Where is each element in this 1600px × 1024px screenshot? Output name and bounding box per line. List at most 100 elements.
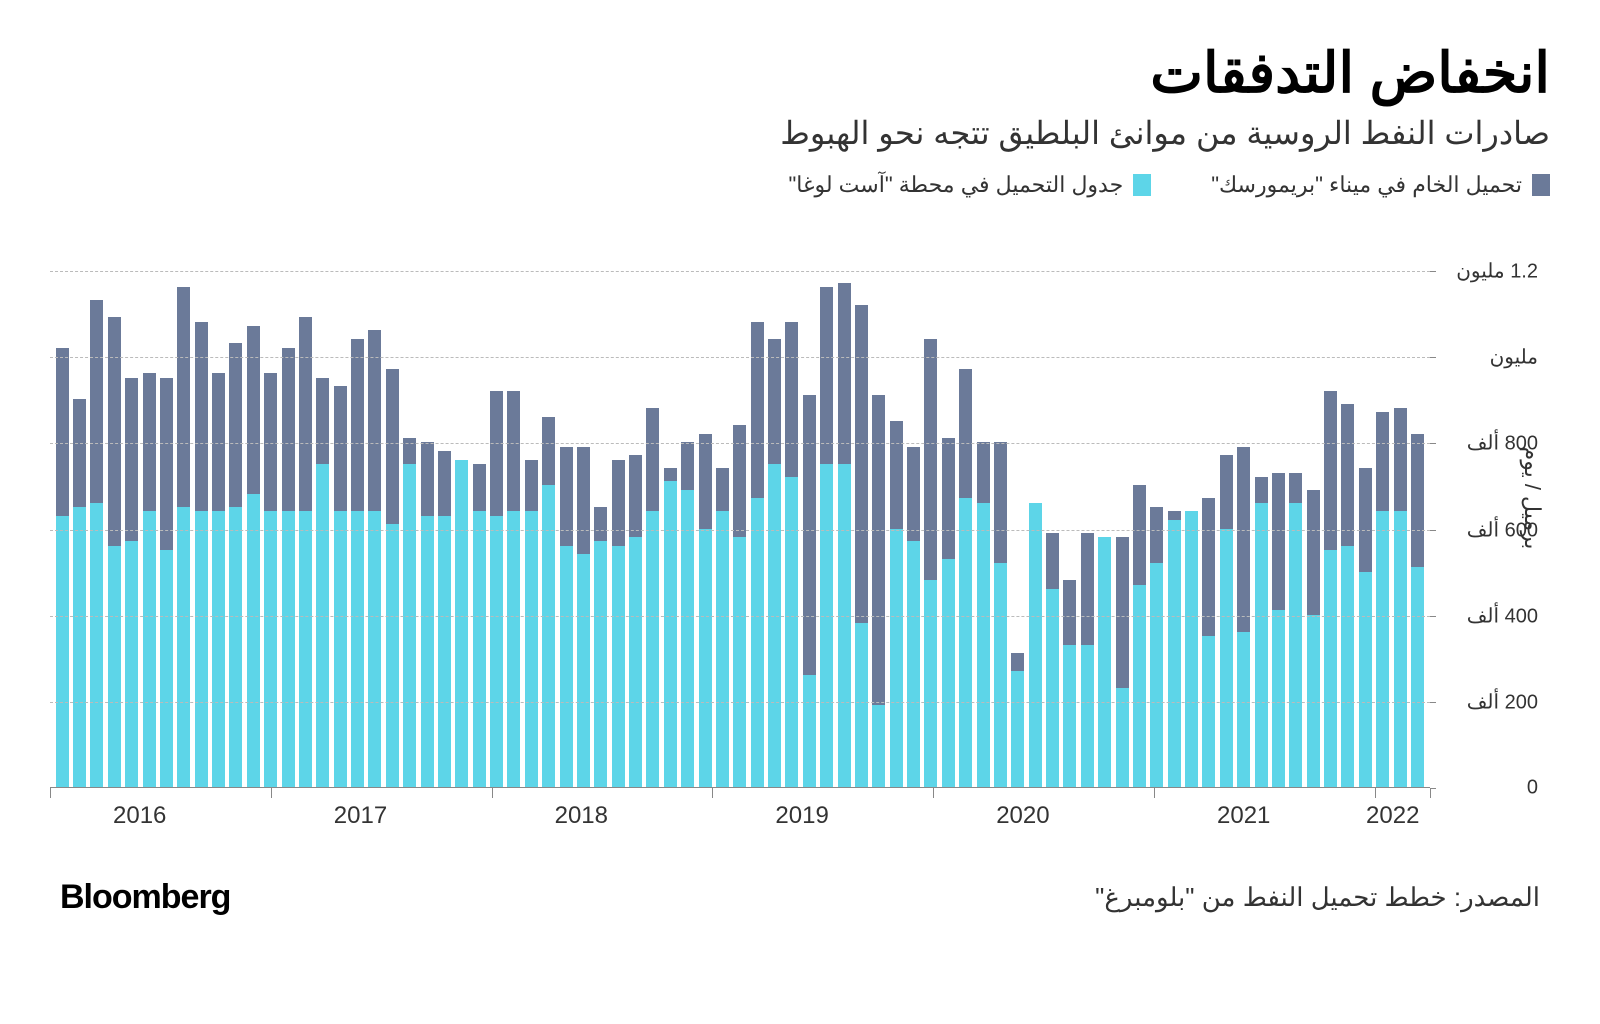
bar-segment-ustluga [924, 580, 937, 787]
bar-segment-primorsk [1376, 412, 1389, 511]
bar-segment-primorsk [838, 283, 851, 464]
bar-segment-primorsk [1341, 404, 1354, 546]
bar [385, 228, 399, 787]
bar-segment-primorsk [594, 507, 607, 541]
bar-segment-ustluga [1029, 503, 1042, 787]
bar [72, 228, 86, 787]
bar-segment-primorsk [924, 339, 937, 580]
bar [1271, 228, 1285, 787]
bar-segment-ustluga [612, 546, 625, 787]
y-tick [1430, 616, 1436, 617]
bar-segment-ustluga [542, 485, 555, 787]
bar-segment-ustluga [1168, 520, 1181, 787]
bar-segment-primorsk [351, 339, 364, 511]
bar-segment-primorsk [942, 438, 955, 559]
bar-segment-ustluga [629, 537, 642, 787]
bar-segment-primorsk [195, 322, 208, 512]
gridline [50, 443, 1430, 444]
bar-segment-ustluga [1324, 550, 1337, 787]
bar-segment-primorsk [473, 464, 486, 511]
y-axis-label: 600 ألف [1438, 517, 1538, 542]
bar-segment-ustluga [525, 511, 538, 787]
bar-segment-primorsk [1220, 455, 1233, 528]
x-tick [50, 788, 51, 798]
bar [559, 228, 573, 787]
legend-swatch-ustluga [1133, 174, 1151, 196]
bar-segment-ustluga [473, 511, 486, 787]
x-tick [712, 788, 713, 798]
bar [472, 228, 486, 787]
x-tick [492, 788, 493, 798]
bar [1323, 228, 1337, 787]
bar-segment-ustluga [368, 511, 381, 787]
bar-segment-ustluga [664, 481, 677, 787]
bar-segment-ustluga [820, 464, 833, 787]
bar [1150, 228, 1164, 787]
bar-segment-ustluga [1307, 615, 1320, 787]
legend-label-ustluga: جدول التحميل في محطة "آست لوغا" [788, 172, 1123, 198]
bar-segment-primorsk [907, 447, 920, 542]
x-tick [933, 788, 934, 798]
bar-segment-ustluga [803, 675, 816, 787]
bar-segment-ustluga [438, 516, 451, 787]
bar [959, 228, 973, 787]
legend-item-primorsk: تحميل الخام في ميناء "بريمورسك" [1211, 172, 1550, 198]
bar-segment-ustluga [90, 503, 103, 787]
bar [507, 228, 521, 787]
bar-segment-ustluga [1289, 503, 1302, 787]
bar-segment-ustluga [212, 511, 225, 787]
chart-subtitle: صادرات النفط الروسية من موانئ البلطيق تت… [50, 114, 1550, 152]
bar-segment-ustluga [143, 511, 156, 787]
bar-segment-primorsk [890, 421, 903, 529]
bar [542, 228, 556, 787]
x-axis-label: 2017 [334, 802, 387, 830]
brand-logo: Bloomberg [60, 878, 230, 917]
x-axis: 2016201720182019202020212022 [50, 788, 1430, 838]
bars-container [50, 228, 1430, 787]
y-axis-label: 0 [1438, 777, 1538, 800]
gridline [50, 271, 1430, 272]
bar-segment-ustluga [1063, 645, 1076, 787]
y-tick [1430, 443, 1436, 444]
bar-segment-ustluga [316, 464, 329, 787]
bar-segment-primorsk [490, 391, 503, 516]
bar [1254, 228, 1268, 787]
bar-segment-primorsk [1394, 408, 1407, 511]
bar-segment-primorsk [994, 442, 1007, 563]
bar-segment-primorsk [1046, 533, 1059, 589]
bar [663, 228, 677, 787]
bar-segment-ustluga [560, 546, 573, 787]
bar-segment-primorsk [872, 395, 885, 705]
bar-segment-primorsk [560, 447, 573, 546]
bar-segment-primorsk [160, 378, 173, 550]
bar-segment-ustluga [125, 541, 138, 787]
bar [715, 228, 729, 787]
bar [437, 228, 451, 787]
bar-segment-primorsk [1289, 473, 1302, 503]
bar [264, 228, 278, 787]
bar-segment-ustluga [403, 464, 416, 787]
bar-segment-ustluga [264, 511, 277, 787]
bar-segment-ustluga [977, 503, 990, 787]
bar [1028, 228, 1042, 787]
bar [1341, 228, 1355, 787]
bar-segment-primorsk [664, 468, 677, 481]
bar-segment-primorsk [56, 348, 69, 516]
bar [333, 228, 347, 787]
bar [681, 228, 695, 787]
bar-segment-primorsk [959, 369, 972, 498]
bar-segment-primorsk [612, 460, 625, 546]
x-axis-label: 2020 [996, 802, 1049, 830]
bar [1410, 228, 1424, 787]
bar-segment-primorsk [977, 442, 990, 502]
y-axis-label: 400 ألف [1438, 603, 1538, 628]
x-tick [1430, 788, 1431, 798]
bar [1289, 228, 1303, 787]
bar [872, 228, 886, 787]
bar [142, 228, 156, 787]
bar-segment-primorsk [629, 455, 642, 537]
bar-segment-primorsk [699, 434, 712, 529]
bar [489, 228, 503, 787]
bar-segment-primorsk [681, 442, 694, 489]
bar-segment-ustluga [890, 529, 903, 787]
